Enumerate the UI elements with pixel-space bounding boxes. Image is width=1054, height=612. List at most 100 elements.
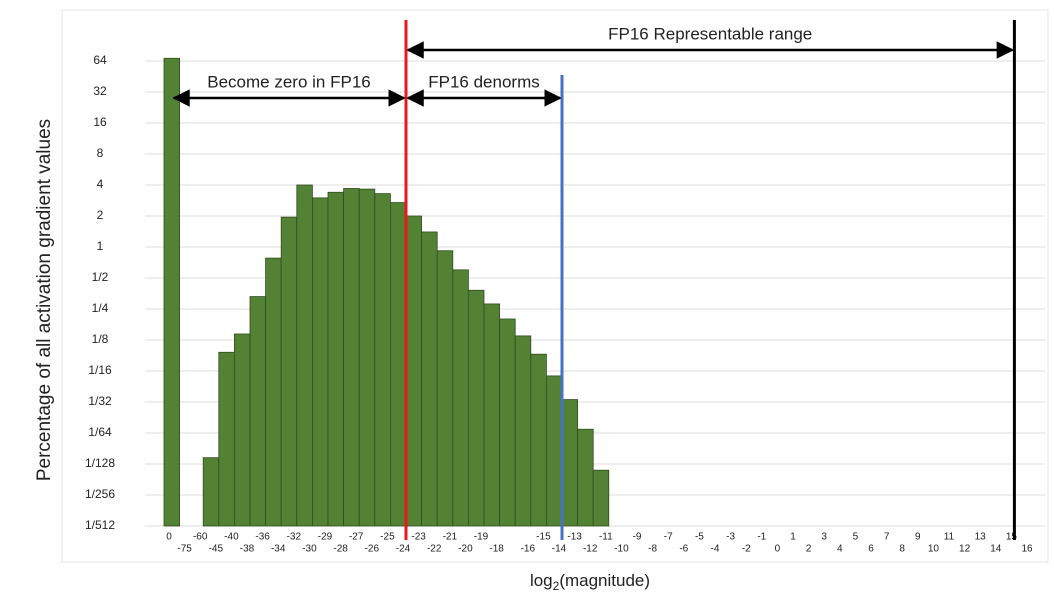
bar xyxy=(436,250,454,527)
x-tick-label: 9 xyxy=(915,532,921,543)
x-tick-label: -6 xyxy=(679,544,688,555)
x-tick-label: -14 xyxy=(552,544,567,555)
y-tick-label: 1/8 xyxy=(92,332,109,346)
x-tick-label: -23 xyxy=(411,532,426,543)
x-tick-label: -12 xyxy=(583,544,598,555)
x-tick-label: 0 xyxy=(775,544,781,555)
x-tick-label: -32 xyxy=(287,532,302,543)
x-tick-label: -24 xyxy=(396,544,411,555)
x-tick-label: -4 xyxy=(711,544,720,555)
y-tick-label: 1/2 xyxy=(92,270,109,284)
bar xyxy=(389,202,407,527)
y-tick-label: 1/128 xyxy=(85,456,115,470)
x-tick-label: -34 xyxy=(271,544,286,555)
x-tick-label: -30 xyxy=(302,544,317,555)
x-tick-label: -5 xyxy=(695,532,704,543)
x-tick-label: -18 xyxy=(489,544,504,555)
bar xyxy=(218,351,235,527)
x-tick-label: 2 xyxy=(806,544,812,555)
bar xyxy=(358,188,376,527)
y-tick-label: 32 xyxy=(93,84,107,98)
y-tick-label: 1/512 xyxy=(85,518,115,532)
x-tick-label: -28 xyxy=(333,544,348,555)
x-tick-label: 14 xyxy=(990,544,1002,555)
x-tick-label: -60 xyxy=(193,532,208,543)
x-tick-label: -27 xyxy=(349,532,364,543)
y-tick-label: 2 xyxy=(97,208,104,222)
x-tick-label: 4 xyxy=(837,544,843,555)
bar xyxy=(374,193,391,527)
x-tick-label: 11 xyxy=(944,532,955,543)
bar xyxy=(514,335,532,527)
y-tick-label: 1 xyxy=(97,239,104,253)
x-tick-label: 8 xyxy=(899,544,905,555)
bar xyxy=(296,184,313,527)
bar xyxy=(343,188,360,527)
x-tick-label: 10 xyxy=(928,544,940,555)
x-tick-label: -3 xyxy=(726,532,735,543)
x-axis-label: log2(magnitude) xyxy=(530,571,650,593)
y-tick-label: 8 xyxy=(97,146,104,160)
x-tick-label: -22 xyxy=(427,544,442,555)
x-tick-label: -11 xyxy=(599,532,613,543)
x-tick-label: -29 xyxy=(318,532,333,543)
y-tick-label: 1/256 xyxy=(85,487,115,501)
bar xyxy=(577,428,594,527)
bar xyxy=(467,289,485,527)
x-tick-label: -26 xyxy=(365,544,380,555)
bar xyxy=(483,303,501,527)
x-tick-label: -20 xyxy=(458,544,473,555)
x-tick-label: 6 xyxy=(868,544,874,555)
y-tick-label: 4 xyxy=(97,177,104,191)
y-tick-label: 1/4 xyxy=(92,301,109,315)
x-tick-label: -40 xyxy=(224,532,239,543)
x-tick-label: -7 xyxy=(664,532,673,543)
bar xyxy=(327,191,345,527)
x-tick-label: -13 xyxy=(567,532,582,543)
x-tick-label: -25 xyxy=(380,532,395,543)
y-axis-label: Percentage of all activation gradient va… xyxy=(34,119,55,481)
x-tick-label: 12 xyxy=(959,544,971,555)
x-tick-label: -75 xyxy=(177,544,192,555)
bar xyxy=(280,216,298,527)
y-tick-label: 16 xyxy=(93,115,107,129)
x-tick-label: 0 xyxy=(166,532,172,543)
bar xyxy=(163,57,181,527)
bar xyxy=(499,318,516,527)
x-tick-label: -15 xyxy=(536,532,551,543)
bar xyxy=(561,399,579,527)
annotation-text: FP16 Representable range xyxy=(608,24,812,43)
x-tick-label: -1 xyxy=(757,532,766,543)
x-tick-label: -16 xyxy=(521,544,536,555)
x-tick-label: 7 xyxy=(884,532,890,543)
y-tick-label: 1/32 xyxy=(88,394,112,408)
x-tick-label: -21 xyxy=(443,532,458,543)
x-tick-label: -8 xyxy=(648,544,657,555)
x-tick-label: -2 xyxy=(742,544,751,555)
bar xyxy=(249,296,267,527)
x-tick-label: -10 xyxy=(614,544,629,555)
x-tick-label: -38 xyxy=(240,544,255,555)
x-tick-label: -19 xyxy=(474,532,489,543)
bar xyxy=(233,333,251,527)
x-tick-label: 15 xyxy=(1006,532,1018,543)
bar xyxy=(421,231,438,527)
x-tick-label: -9 xyxy=(633,532,642,543)
x-tick-label: -45 xyxy=(209,544,224,555)
bar xyxy=(452,269,469,527)
x-tick-label: 13 xyxy=(975,532,987,543)
bar xyxy=(546,375,563,527)
bar xyxy=(202,457,220,527)
bar xyxy=(530,353,547,527)
y-tick-label: 64 xyxy=(93,53,107,67)
x-tick-label: 16 xyxy=(1021,544,1033,555)
bar xyxy=(311,197,329,527)
bar xyxy=(592,469,610,527)
annotation-text: Become zero in FP16 xyxy=(207,72,370,91)
annotation-text: FP16 denorms xyxy=(428,72,540,91)
x-tick-label: 1 xyxy=(790,532,796,543)
plot-frame xyxy=(61,9,1049,563)
y-tick-label: 1/16 xyxy=(88,363,112,377)
bar xyxy=(265,257,282,527)
